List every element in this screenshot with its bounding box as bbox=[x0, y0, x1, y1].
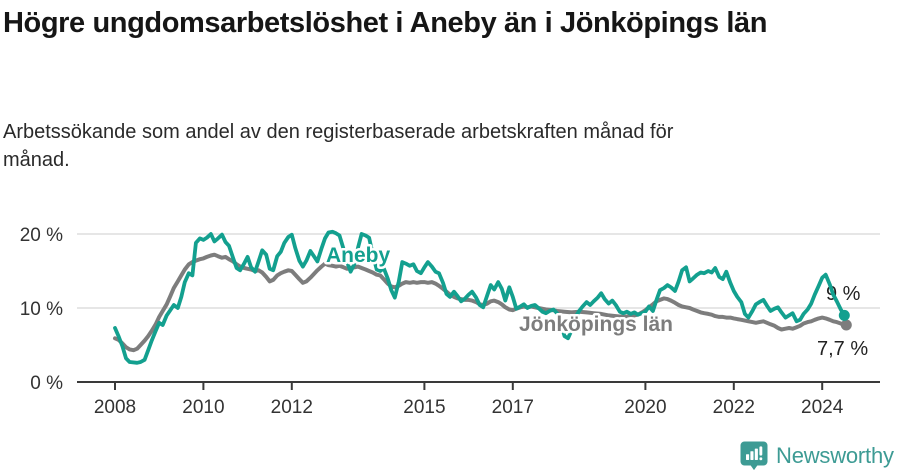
chart-grid-and-axes: 0 % 10 % 20 % 2008 2010 2012 2015 2017 2020 2022 2… bbox=[20, 225, 880, 418]
series-label-aneby: Aneby bbox=[326, 244, 391, 267]
x-tick-label: 2024 bbox=[801, 397, 844, 418]
x-tick-label: 2010 bbox=[182, 397, 224, 418]
y-tick-label: 20 % bbox=[20, 225, 63, 246]
bar-chart-glyph bbox=[746, 446, 763, 461]
end-dot-jonkoping bbox=[840, 319, 852, 331]
x-tick-label: 2020 bbox=[624, 397, 666, 418]
y-tick-label: 0 % bbox=[30, 373, 63, 394]
x-tick-label: 2022 bbox=[713, 397, 755, 418]
end-label-jonkoping: 7,7 % bbox=[817, 338, 868, 360]
series-end-dots bbox=[838, 309, 852, 331]
x-tick-label: 2015 bbox=[403, 397, 445, 418]
newsworthy-logo[interactable]: Newsworthy bbox=[739, 441, 894, 471]
x-tick-label: 2008 bbox=[94, 397, 136, 418]
newsworthy-wordmark: Newsworthy bbox=[776, 443, 894, 468]
x-tick-label: 2017 bbox=[492, 397, 534, 418]
series-inline-labels: Aneby Jönköpings län bbox=[324, 242, 676, 339]
end-dot-aneby bbox=[838, 309, 850, 321]
series-line-jonkoping bbox=[113, 252, 847, 353]
newsworthy-bubble-icon bbox=[740, 441, 768, 471]
x-tick-label: 2012 bbox=[271, 397, 313, 418]
chart-subtitle: Arbetssökande som andel av den registerb… bbox=[3, 121, 674, 171]
series-line-aneby bbox=[113, 229, 847, 365]
series-label-jonkoping: Jönköpings län bbox=[519, 313, 673, 336]
series-lines bbox=[113, 229, 847, 365]
y-tick-label: 10 % bbox=[20, 299, 63, 320]
page-title: Högre ungdomsarbetslöshet i Aneby än i J… bbox=[3, 7, 768, 39]
